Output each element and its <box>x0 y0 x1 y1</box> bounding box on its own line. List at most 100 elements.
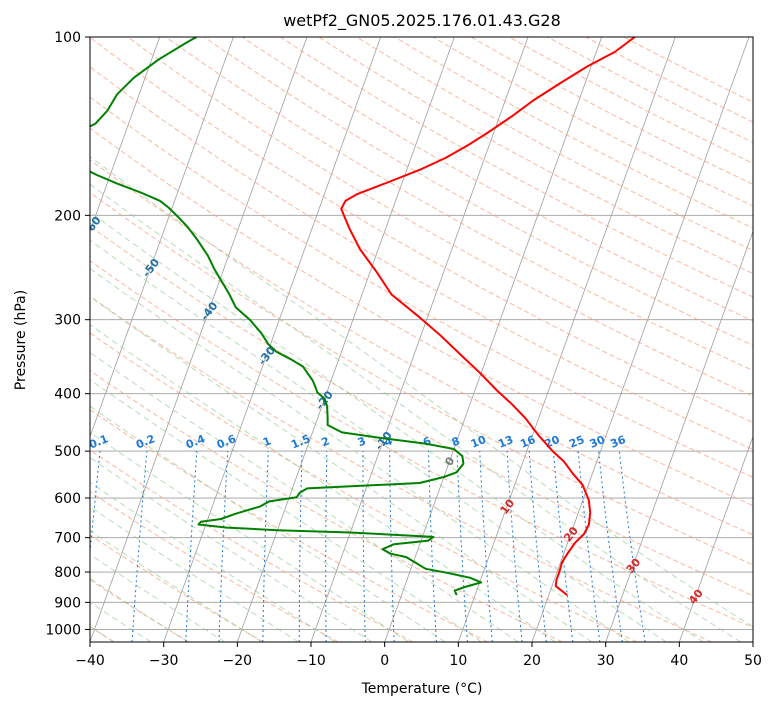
y-tick-label: 200 <box>54 208 81 224</box>
dry-adiabat-line <box>90 260 753 629</box>
dry-adiabat-label: -30 <box>256 344 279 368</box>
isotherm-line <box>90 37 308 642</box>
x-tick-label: 30 <box>597 653 615 669</box>
mixing-ratio-label: 25 <box>567 433 586 451</box>
axes: −40 −30 −20 −10 0 10 20 30 40 5010020030040050060… <box>45 30 762 669</box>
y-tick-label: 400 <box>54 387 81 403</box>
temperature-line <box>340 37 636 596</box>
dry-adiabat-line <box>90 127 753 507</box>
mixing-ratio-line <box>456 451 468 642</box>
dry-adiabat-line <box>90 449 414 642</box>
x-tick-label: 50 <box>744 653 762 669</box>
dry-adiabat-label: -70 <box>23 171 46 195</box>
mixing-ratio-line <box>598 451 623 642</box>
isotherm-line <box>678 435 753 642</box>
moist-adiabat-line <box>90 431 409 642</box>
dry-adiabat-line <box>90 370 563 642</box>
dry-adiabat-line <box>280 37 753 298</box>
moist-adiabat-line <box>90 379 482 642</box>
mixing-ratio-line <box>185 451 198 642</box>
isotherm-line <box>90 37 234 438</box>
dry-adiabat-line <box>90 534 264 642</box>
mixing-ratio-label: 13 <box>496 433 515 451</box>
dry-adiabat-label: -50 <box>140 256 163 280</box>
x-axis-title: Temperature (°C) <box>361 681 483 697</box>
mixing-ratio-label: 36 <box>609 433 628 451</box>
moist-adiabat-label: 10 <box>498 496 518 516</box>
isotherm-line <box>163 37 382 642</box>
mixing-ratio-label: 16 <box>518 433 537 451</box>
mixing-ratio-label: 0.2 <box>134 432 157 451</box>
moist-adiabat-line <box>90 481 336 642</box>
dry-adiabat-line <box>90 332 638 642</box>
dry-adiabat-line <box>165 37 753 372</box>
mixing-ratio-line <box>479 451 493 642</box>
plot-frame <box>89 36 754 643</box>
mixing-ratio-label: 1 <box>261 434 273 449</box>
line-labels: 0.10.20.40.611.52346810131620253036-100-… <box>23 171 706 607</box>
x-tick-label: −40 <box>75 653 105 669</box>
moist-adiabat-line <box>90 457 373 642</box>
moist-adiabat-label: 30 <box>624 556 644 576</box>
dry-adiabat-line <box>90 191 753 566</box>
y-tick-label: 1000 <box>45 622 81 638</box>
moist-adiabat-line <box>90 506 299 642</box>
sounding-profiles <box>90 37 636 596</box>
moist-adiabat-line <box>90 324 556 642</box>
moist-adiabat-line <box>90 183 742 642</box>
isotherm-line <box>236 37 455 642</box>
isotherm-line <box>605 230 753 642</box>
isotherm-line <box>90 37 161 233</box>
mixing-ratio-line <box>552 451 574 642</box>
moist-adiabat-line <box>90 405 446 642</box>
moist-adiabat-line <box>90 296 593 642</box>
moist-adiabat-label: 0 <box>442 454 457 468</box>
moist-adiabat-line <box>90 239 667 642</box>
x-tick-label: 0 <box>380 653 389 669</box>
isotherm-line <box>0 37 12 642</box>
dry-adiabat-line <box>90 491 339 642</box>
mixing-ratio-label: 0.6 <box>215 432 238 451</box>
y-tick-label: 700 <box>54 531 81 547</box>
x-tick-label: −20 <box>223 653 253 669</box>
x-tick-label: 20 <box>523 653 541 669</box>
chart-title: wetPf2_GN05.2025.176.01.43.G28 <box>283 11 561 31</box>
mixing-ratio-line <box>262 451 269 642</box>
dry-adiabat-line <box>90 409 488 642</box>
dry-adiabat-line <box>470 37 753 185</box>
dry-adiabat-line <box>127 37 753 397</box>
mixing-ratio-label: 30 <box>588 433 607 451</box>
y-tick-label: 600 <box>54 491 81 507</box>
isotherm-line <box>457 37 676 642</box>
y-tick-label: 900 <box>54 595 81 611</box>
y-tick-label: 100 <box>54 30 81 46</box>
dry-adiabat-line <box>394 37 753 229</box>
moist-adiabat-label: 20 <box>561 524 581 544</box>
dry-adiabat-label: -10 <box>372 429 395 453</box>
mixing-ratio-label: 1.5 <box>289 432 312 451</box>
dry-adiabat-line <box>203 37 753 347</box>
moist-adiabat-line <box>90 351 519 642</box>
dewpoint-line <box>90 37 483 596</box>
mixing-ratio-label: 2 <box>320 434 332 449</box>
isotherm-line <box>752 640 753 642</box>
y-tick-label: 500 <box>54 444 81 460</box>
dry-adiabat-line <box>585 37 753 123</box>
x-tick-label: −30 <box>149 653 179 669</box>
dry-adiabat-line <box>90 159 753 536</box>
mixing-ratio-label: 10 <box>469 433 488 451</box>
mixing-ratio-line <box>90 451 101 558</box>
x-tick-label: −10 <box>296 653 326 669</box>
mixing-ratio-line <box>218 451 229 642</box>
x-tick-label: 40 <box>670 653 688 669</box>
y-axis-title: Pressure (hPa) <box>13 290 29 390</box>
dry-adiabat-line <box>90 66 753 451</box>
y-tick-label: 300 <box>54 313 81 329</box>
isotherm-line <box>531 37 750 642</box>
dry-adiabat-line <box>90 37 753 424</box>
background-grid <box>0 37 753 642</box>
moist-adiabat-line <box>90 267 630 642</box>
moist-adiabat-label: 40 <box>686 587 706 607</box>
dry-adiabat-line <box>623 37 753 103</box>
